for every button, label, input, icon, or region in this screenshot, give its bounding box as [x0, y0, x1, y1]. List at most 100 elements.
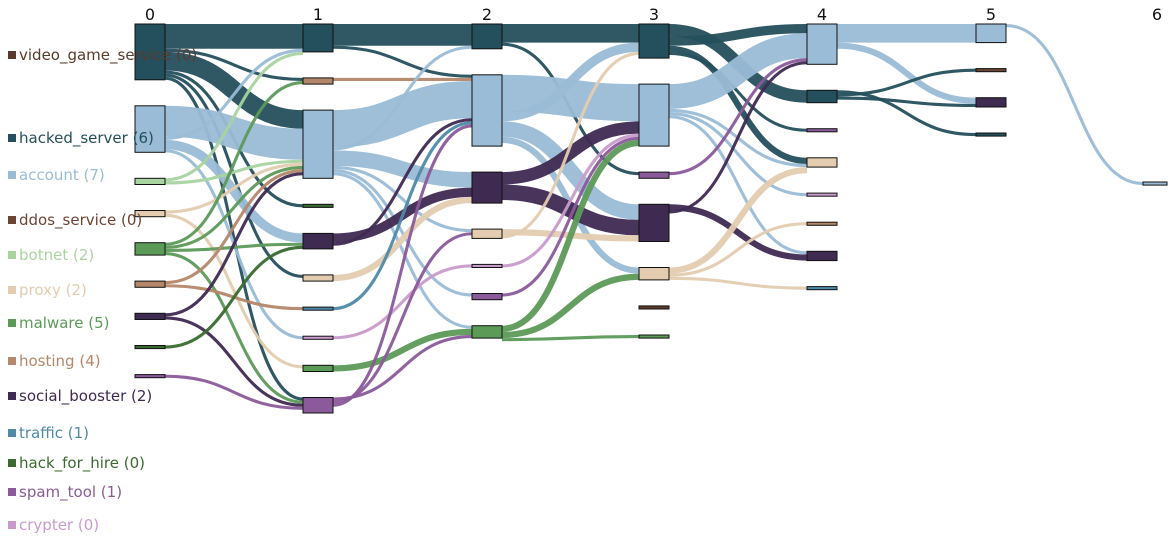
- node-s4_crypter[interactable]: [806, 192, 838, 197]
- node-s5_social_booster[interactable]: [975, 97, 1007, 108]
- node-rect-s4_crypter[interactable]: [806, 192, 838, 197]
- node-rect-s0_spam_tool[interactable]: [134, 374, 166, 379]
- node-s2_proxy[interactable]: [471, 228, 503, 239]
- node-s1_crypter[interactable]: [302, 335, 334, 340]
- node-rect-s4_account[interactable]: [806, 23, 838, 65]
- node-rect-s2_malware[interactable]: [471, 325, 503, 339]
- node-rect-s3_proxy[interactable]: [638, 267, 670, 281]
- node-s5_account[interactable]: [975, 23, 1007, 44]
- node-rect-s1_hack_for_hire[interactable]: [302, 203, 334, 208]
- node-rect-s2_spam_tool[interactable]: [471, 293, 503, 301]
- node-s1_account[interactable]: [302, 109, 334, 179]
- node-s0_botnet[interactable]: [134, 177, 166, 186]
- node-rect-s3_video_game_service[interactable]: [638, 305, 670, 310]
- node-rect-s0_account[interactable]: [134, 105, 166, 153]
- node-s4_social_booster[interactable]: [806, 250, 838, 262]
- node-s1_hacked_server[interactable]: [302, 23, 334, 53]
- node-s2_malware[interactable]: [471, 325, 503, 339]
- node-s2_spam_tool[interactable]: [471, 293, 503, 301]
- node-rect-s1_hosting[interactable]: [302, 77, 334, 85]
- link-s3_social_booster-s4_account: [668, 61, 808, 214]
- node-rect-s1_account[interactable]: [302, 109, 334, 179]
- node-rect-s1_social_booster[interactable]: [302, 232, 334, 250]
- node-rect-s5_hacked_server[interactable]: [975, 132, 1007, 137]
- link-s1_account-s2_hacked_server: [332, 45, 473, 151]
- node-rect-s1_crypter[interactable]: [302, 335, 334, 340]
- node-rect-s1_proxy[interactable]: [302, 274, 334, 282]
- node-s1_social_booster[interactable]: [302, 232, 334, 250]
- link-s0_malware-s1_account: [164, 165, 304, 249]
- node-s4_proxy[interactable]: [806, 157, 838, 168]
- node-rect-s2_crypter[interactable]: [471, 263, 503, 268]
- node-s3_account[interactable]: [638, 83, 670, 147]
- node-s3_video_game_service[interactable]: [638, 305, 670, 310]
- node-s6_account[interactable]: [1142, 181, 1168, 186]
- node-s3_proxy[interactable]: [638, 267, 670, 281]
- node-rect-s2_account[interactable]: [471, 74, 503, 147]
- link-s0_account-s1_social_booster: [164, 139, 304, 243]
- node-rect-s1_traffic[interactable]: [302, 306, 334, 311]
- node-rect-s5_ddos_service[interactable]: [975, 68, 1007, 73]
- link-s1_account-s2_proxy: [332, 165, 473, 233]
- node-s4_hacked_server[interactable]: [806, 89, 838, 104]
- node-rect-s0_botnet[interactable]: [134, 177, 166, 186]
- node-s1_hack_for_hire[interactable]: [302, 203, 334, 208]
- node-s1_spam_tool[interactable]: [302, 397, 334, 414]
- node-s2_hacked_server[interactable]: [471, 23, 503, 50]
- node-rect-s2_social_booster[interactable]: [471, 171, 503, 204]
- node-s0_hosting[interactable]: [134, 280, 166, 288]
- node-rect-s0_hacked_server[interactable]: [134, 23, 166, 81]
- step-label-4: 4: [817, 5, 827, 24]
- node-s0_malware[interactable]: [134, 242, 166, 256]
- node-rect-s4_hacked_server[interactable]: [806, 89, 838, 104]
- link-s0_spam_tool-s1_spam_tool: [164, 374, 304, 410]
- node-rect-s4_hosting[interactable]: [806, 221, 838, 226]
- node-rect-s1_hacked_server[interactable]: [302, 23, 334, 53]
- node-rect-s4_proxy[interactable]: [806, 157, 838, 168]
- node-rect-s6_account[interactable]: [1142, 181, 1168, 186]
- node-rect-s5_account[interactable]: [975, 23, 1007, 44]
- node-s2_crypter[interactable]: [471, 263, 503, 268]
- node-s1_malware[interactable]: [302, 364, 334, 372]
- node-s1_hosting[interactable]: [302, 77, 334, 85]
- node-s0_hack_for_hire[interactable]: [134, 345, 166, 350]
- node-s4_hosting[interactable]: [806, 221, 838, 226]
- node-rect-s4_social_booster[interactable]: [806, 250, 838, 262]
- node-rect-s3_social_booster[interactable]: [638, 203, 670, 243]
- node-s0_hacked_server[interactable]: [134, 23, 166, 81]
- node-s4_account[interactable]: [806, 23, 838, 65]
- node-s0_social_booster[interactable]: [134, 312, 166, 320]
- node-rect-s3_malware[interactable]: [638, 334, 670, 339]
- node-s1_traffic[interactable]: [302, 306, 334, 311]
- node-s3_spam_tool[interactable]: [638, 171, 670, 179]
- node-rect-s2_hacked_server[interactable]: [471, 23, 503, 50]
- node-s4_spam_tool[interactable]: [806, 128, 838, 133]
- node-s3_hacked_server[interactable]: [638, 23, 670, 59]
- node-rect-s4_spam_tool[interactable]: [806, 128, 838, 133]
- node-s5_ddos_service[interactable]: [975, 68, 1007, 73]
- node-rect-s3_account[interactable]: [638, 83, 670, 147]
- node-s3_malware[interactable]: [638, 334, 670, 339]
- node-s3_social_booster[interactable]: [638, 203, 670, 243]
- node-rect-s3_spam_tool[interactable]: [638, 171, 670, 179]
- node-rect-s0_social_booster[interactable]: [134, 312, 166, 320]
- node-rect-s0_malware[interactable]: [134, 242, 166, 256]
- node-rect-s1_spam_tool[interactable]: [302, 397, 334, 414]
- node-rect-s4_traffic[interactable]: [806, 286, 838, 291]
- node-rect-s0_hack_for_hire[interactable]: [134, 345, 166, 350]
- link-s1_proxy-s2_social_booster: [332, 196, 473, 282]
- node-s2_account[interactable]: [471, 74, 503, 147]
- node-s0_proxy[interactable]: [134, 210, 166, 218]
- node-s5_hacked_server[interactable]: [975, 132, 1007, 137]
- node-rect-s0_hosting[interactable]: [134, 280, 166, 288]
- node-s0_account[interactable]: [134, 105, 166, 153]
- node-s4_traffic[interactable]: [806, 286, 838, 291]
- node-s0_spam_tool[interactable]: [134, 374, 166, 379]
- node-rect-s0_proxy[interactable]: [134, 210, 166, 218]
- node-rect-s3_hacked_server[interactable]: [638, 23, 670, 59]
- node-s1_proxy[interactable]: [302, 274, 334, 282]
- node-rect-s1_malware[interactable]: [302, 364, 334, 372]
- node-rect-s2_proxy[interactable]: [471, 228, 503, 239]
- node-rect-s5_social_booster[interactable]: [975, 97, 1007, 108]
- node-s2_social_booster[interactable]: [471, 171, 503, 204]
